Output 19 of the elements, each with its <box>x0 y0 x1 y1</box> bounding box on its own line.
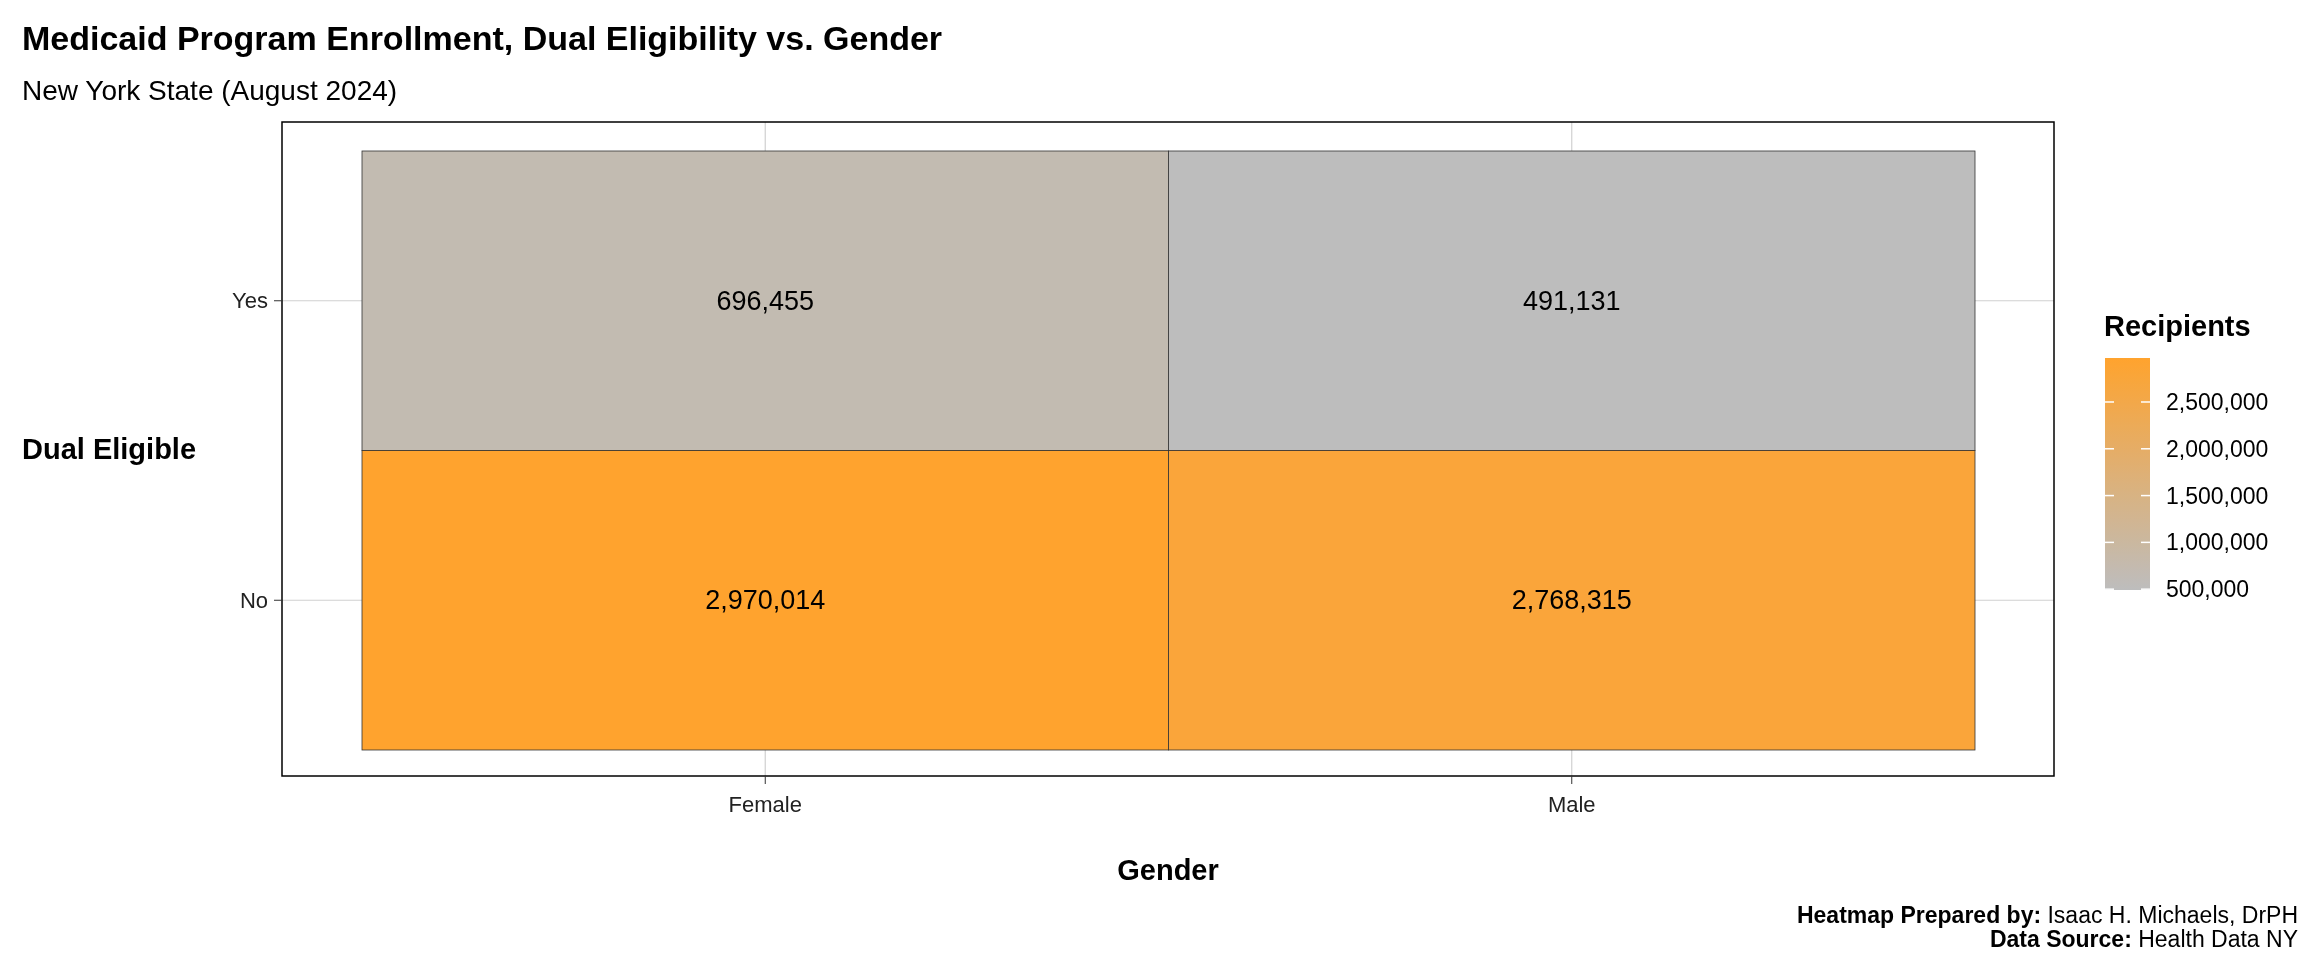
data-label: 491,131 <box>1522 285 1621 316</box>
color-bar-label: 1,500,000 <box>2166 482 2269 509</box>
x-axis-title: Gender <box>1117 854 1219 886</box>
x-tick-label: Male <box>1547 792 1596 817</box>
color-bar-label: 2,500,000 <box>2166 388 2269 415</box>
data-label: 696,455 <box>716 285 815 316</box>
x-tick-label: Female <box>728 792 802 817</box>
y-tick-label: Yes <box>232 288 268 314</box>
text: Heatmap Prepared by: Isaac H. Michaels, DrPH <box>1796 902 2298 928</box>
chart-subtitle: New York State (August 2024) <box>22 75 398 106</box>
chart-title: Medicaid Program Enrollment, Dual Eligibility vs. Gender <box>22 19 943 57</box>
color-bar-label: 1,000,000 <box>2166 529 2269 556</box>
color-bar-label: 500,000 <box>2166 576 2250 603</box>
y-tick-label: No <box>239 587 268 613</box>
data-label: 2,768,315 <box>1511 585 1632 616</box>
data-label: 2,970,014 <box>705 585 826 616</box>
color-bar-label: 2,000,000 <box>2166 435 2269 462</box>
y-axis-title: Dual Eligible <box>22 433 197 465</box>
legend-title: Recipients <box>2104 310 2251 342</box>
